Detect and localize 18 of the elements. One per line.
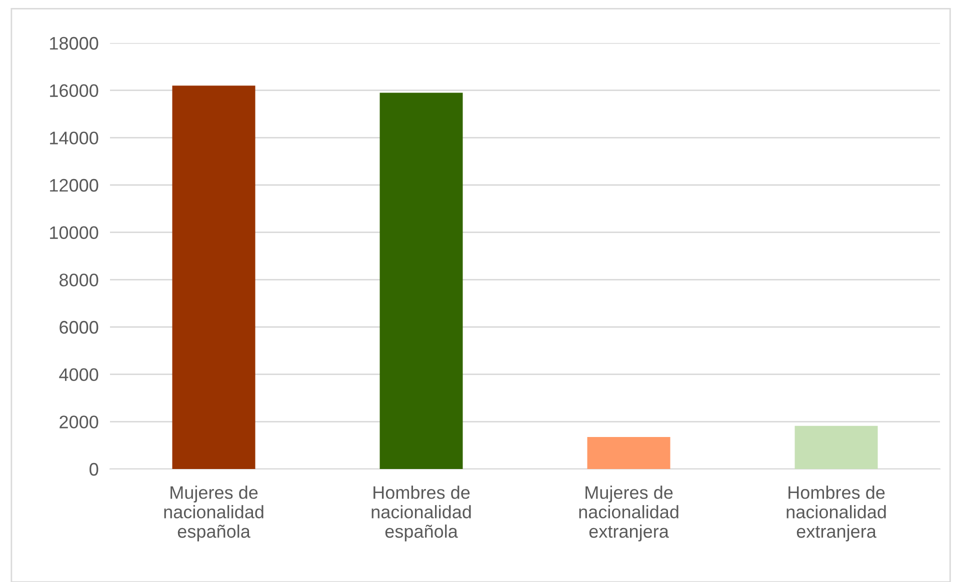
x-tick-label: Hombres de nacionalidad extranjera <box>786 486 886 542</box>
x-tick-label: Mujeres de nacionalidad extranjera <box>579 486 678 542</box>
y-tick-label: 12000 <box>50 178 98 192</box>
y-tick-label: 14000 <box>50 132 98 144</box>
bar <box>172 86 256 469</box>
y-tick-label: 16000 <box>50 84 98 98</box>
bar <box>587 437 670 469</box>
y-tick-label: 8000 <box>60 274 98 286</box>
y-tick-label: 0 <box>90 462 98 476</box>
y-tick-label: 6000 <box>60 320 98 334</box>
x-tick-label: Mujeres de nacionalidad española <box>164 486 264 542</box>
y-tick-label: 2000 <box>60 416 98 428</box>
x-tick-label: Hombres de nacionalidad española <box>372 486 471 542</box>
y-tick-label: 18000 <box>50 36 98 50</box>
bar <box>380 92 463 469</box>
bar <box>794 426 878 469</box>
y-tick-label: 4000 <box>59 368 98 382</box>
y-tick-label: 10000 <box>50 226 98 240</box>
